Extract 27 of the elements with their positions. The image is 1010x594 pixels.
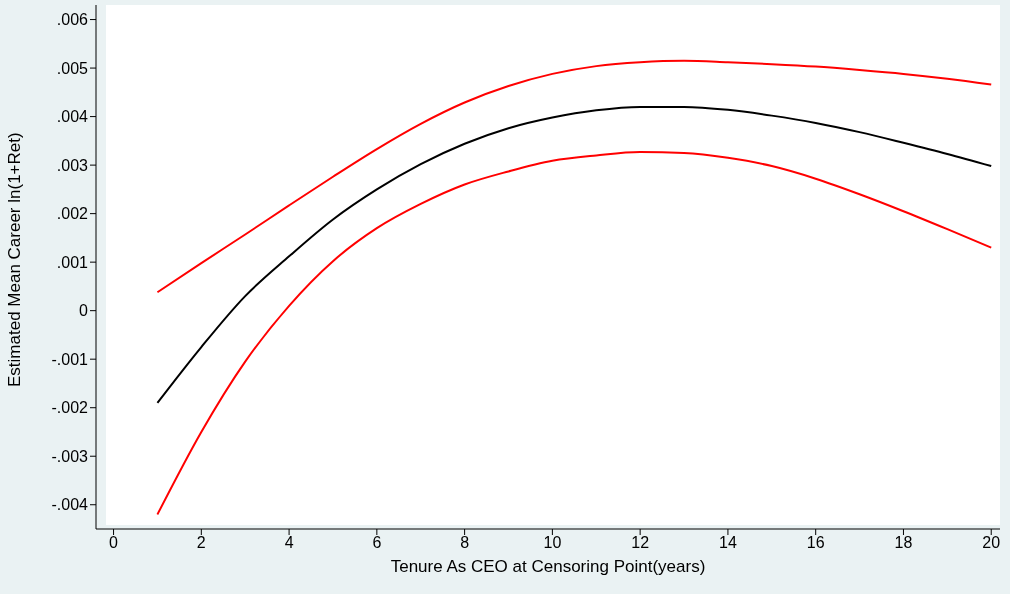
y-tick-label: -.002 [51, 399, 89, 417]
y-tick-label: .003 [56, 156, 89, 174]
x-tick-label: 20 [982, 534, 1001, 552]
x-tick-label: 4 [284, 534, 294, 552]
y-tick-label: -.003 [51, 447, 89, 465]
y-tick-label: 0 [79, 302, 89, 320]
line-series [156, 105, 993, 404]
x-tick-label: 2 [196, 534, 206, 552]
x-axis-title: Tenure As CEO at Censoring Point(years) [390, 557, 706, 576]
x-tick-label: 18 [894, 534, 913, 552]
y-tick-label: .005 [56, 59, 89, 77]
y-axis-title: Estimated Mean Career ln(1+Ret) [5, 132, 25, 387]
y-tick-label: -.001 [51, 350, 89, 368]
y-tick-label: .004 [56, 108, 89, 126]
x-tick-label: 10 [543, 534, 562, 552]
x-tick-label: 14 [719, 534, 737, 552]
x-tick-label: 16 [806, 534, 825, 552]
x-tick-label: 6 [372, 534, 382, 552]
y-tick-label: .001 [56, 253, 89, 271]
x-tick-label: 8 [460, 534, 470, 552]
line-series [156, 151, 993, 516]
line-series [156, 59, 993, 294]
x-tick-label: 0 [109, 534, 119, 552]
y-tick-label: .002 [56, 205, 89, 223]
x-tick-label: 12 [631, 534, 650, 552]
y-tick-label: .006 [56, 11, 89, 29]
y-tick-label: -.004 [51, 496, 89, 514]
